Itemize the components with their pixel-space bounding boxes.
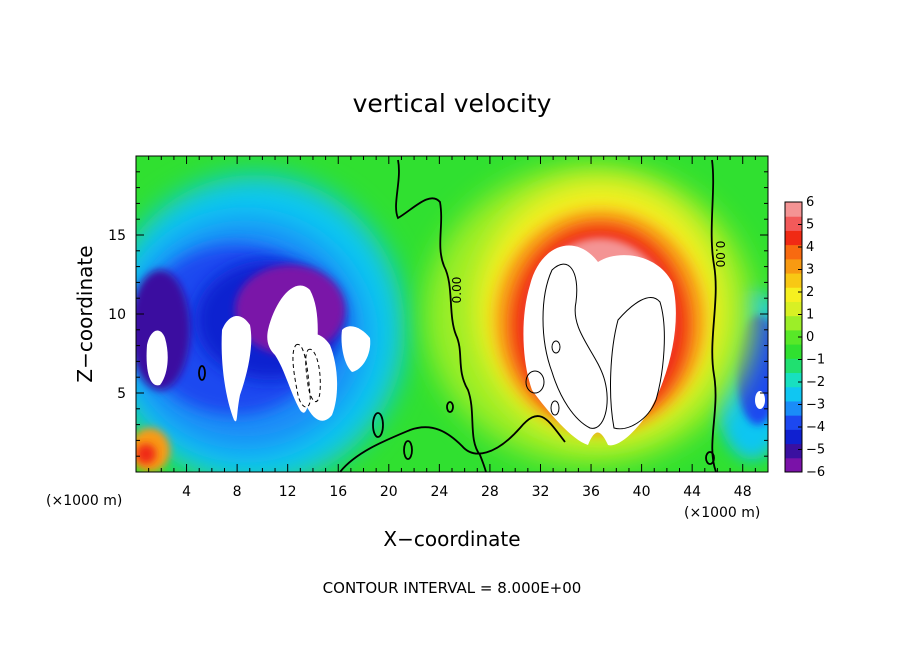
y-axis-label: Z−coordinate: [73, 245, 97, 382]
contour-label-zero-1: 0.00: [450, 277, 464, 304]
zero-contour-center: [395, 159, 487, 472]
zero-contours: [198, 159, 717, 472]
x-tick-label: 48: [734, 484, 752, 500]
updraft-contour-small-2: [551, 340, 561, 354]
updraft-low-red: [136, 444, 156, 464]
colorbar-swatch: [785, 230, 802, 246]
colorbar-swatch: [785, 301, 802, 317]
white-patch-4: [298, 333, 338, 421]
x-tick-label: 8: [233, 484, 242, 500]
y-tick-labels: 5 10 15: [108, 228, 126, 402]
positive-contours: [525, 263, 665, 430]
colorbar-swatch: [785, 415, 802, 430]
colorbar-label: −2: [806, 375, 825, 390]
colorbar-swatch: [785, 258, 802, 274]
y-tick-label: 15: [108, 228, 126, 244]
colorbar-label: 2: [806, 285, 814, 300]
heatmap-field: 0.00 0.00: [136, 156, 768, 472]
white-patch-6: [755, 391, 765, 409]
y-tick-marks: [136, 171, 768, 457]
colorbar-swatch: [785, 457, 802, 473]
updraft-contour-small-1: [525, 370, 545, 394]
x-tick-label: 44: [683, 484, 701, 500]
colorbar-swatch: [785, 216, 802, 231]
colorbar-swatch: [785, 386, 802, 402]
colorbar-label: 6: [806, 195, 814, 210]
updraft-region: [136, 165, 755, 472]
white-patch-2: [221, 315, 252, 422]
colorbar-swatch: [785, 287, 802, 302]
colorbar-swatch: [785, 344, 802, 359]
x-tick-label: 12: [279, 484, 297, 500]
colorbar-swatch: [785, 329, 802, 345]
x-unit-label-left: (×1000 m): [46, 493, 122, 509]
x-tick-label: 24: [430, 484, 448, 500]
colorbar-label: 3: [806, 263, 814, 278]
zero-contour-island-2: [372, 412, 384, 438]
colorbar-swatch: [785, 429, 802, 445]
colorbar-label: −3: [806, 398, 825, 413]
x-tick-label: 20: [380, 484, 398, 500]
x-tick-label: 36: [582, 484, 600, 500]
zero-contour-right: [710, 159, 717, 472]
zero-contour-island-3: [403, 440, 413, 460]
x-tick-label: 40: [633, 484, 651, 500]
colorbar-label: −1: [806, 353, 825, 368]
white-patch-5: [341, 326, 371, 372]
contour-labels: 0.00 0.00: [450, 241, 727, 304]
colorbar-swatch: [785, 400, 802, 416]
updraft-contour-small-3: [550, 400, 560, 416]
saturated-downdraft-patches: [146, 285, 765, 422]
downdraft-contour-1: [292, 344, 311, 408]
y-tick-label: 5: [117, 386, 126, 402]
colorbar-labels: 6 5 4 3 2 1 0 −1 −2 −3 −4 −5 −6: [806, 195, 825, 480]
colorbar-swatch: [785, 315, 802, 331]
colorbar-swatch: [785, 372, 802, 388]
colorbar-swatch: [785, 358, 802, 374]
zero-contour-low: [339, 415, 566, 472]
x-unit-label-right: (×1000 m): [684, 505, 760, 521]
colorbar-swatch: [785, 443, 802, 459]
colorbar-swatch: [785, 244, 802, 260]
downdraft-contour-2: [305, 348, 321, 403]
x-tick-marks: [148, 156, 769, 472]
x-tick-label: 16: [329, 484, 347, 500]
x-tick-label: 28: [481, 484, 499, 500]
updraft-contour-outer: [542, 263, 608, 429]
colorbar-swatch: [785, 273, 802, 288]
colorbar-label: 1: [806, 308, 814, 323]
contour-label-zero-2: 0.00: [713, 241, 727, 268]
zero-contour-island-4: [446, 401, 454, 413]
white-patch-1: [146, 330, 168, 386]
x-tick-label: 4: [182, 484, 191, 500]
zero-contour-island-1: [198, 365, 206, 381]
chart-title: vertical velocity: [353, 89, 552, 118]
colorbar-label: 4: [806, 240, 814, 255]
colorbar-label: −6: [806, 465, 825, 480]
x-tick-label: 32: [532, 484, 550, 500]
colorbar-label: 5: [806, 218, 814, 233]
colorbar-swatch: [785, 202, 802, 217]
colorbar: [784, 201, 803, 473]
x-tick-labels: 4 8 12 16 20 24 28 32 36 40 44 48: [182, 484, 752, 500]
colorbar-label: −4: [806, 420, 825, 435]
colorbar-label: 0: [806, 330, 814, 345]
negative-contours: [292, 344, 321, 408]
updraft-contour-right: [610, 297, 665, 430]
zero-contour-island-5: [705, 451, 715, 465]
contour-interval-note: CONTOUR INTERVAL = 8.000E+00: [323, 579, 582, 597]
y-tick-label: 10: [108, 307, 126, 323]
x-axis-label: X−coordinate: [383, 527, 520, 551]
colorbar-label: −5: [806, 443, 825, 458]
